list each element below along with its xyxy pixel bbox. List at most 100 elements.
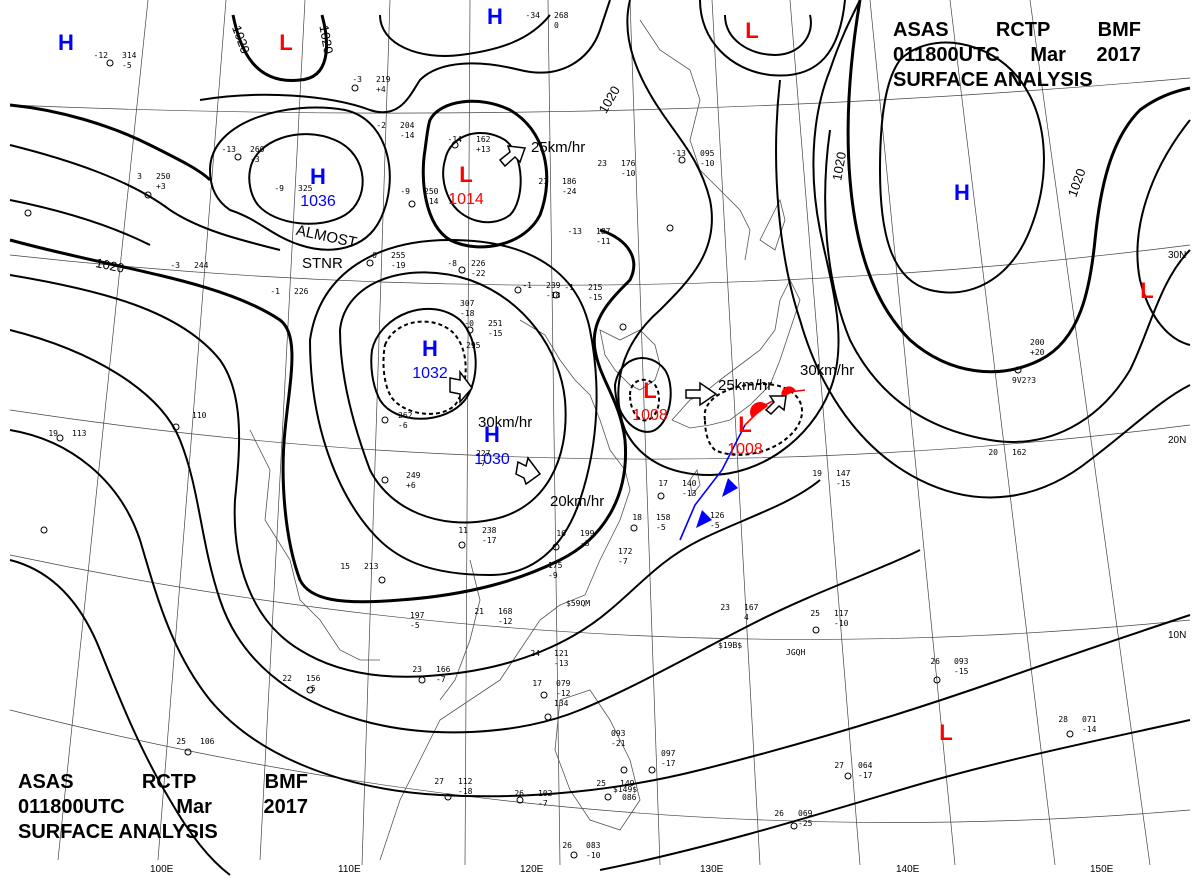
station-pressure: 226	[294, 287, 309, 296]
station-pressure: 204	[400, 121, 415, 130]
station-temperature: 17	[658, 479, 668, 488]
station-temperature: 25	[176, 737, 186, 746]
svg-text:STNR: STNR	[302, 255, 343, 272]
station-tendency: -21	[611, 739, 626, 748]
station-pressure: 186	[562, 177, 577, 186]
station-temperature: -13	[222, 145, 237, 154]
station-tendency: +13	[476, 145, 491, 154]
station-pressure: 167	[744, 603, 759, 612]
station-pressure: 064	[858, 761, 873, 770]
central-pressure-label: 1014	[448, 191, 484, 208]
chart-title: SURFACE ANALYSIS	[893, 69, 1093, 91]
station-pressure: 255	[391, 251, 406, 260]
station-temperature: -13	[672, 149, 687, 158]
station-pressure: 162	[476, 135, 491, 144]
station-tendency: +3	[156, 182, 166, 191]
station-tendency: -6	[398, 421, 408, 430]
motion-label: 25km/hr	[531, 139, 585, 156]
low-pressure-marker: L	[745, 18, 758, 43]
station-temperature: 19	[48, 429, 58, 438]
station-temperature: 26	[514, 789, 524, 798]
station-tendency: -12	[556, 689, 571, 698]
station-temperature: 20	[988, 448, 998, 457]
lat-label: 10N	[1168, 630, 1186, 641]
station-temperature: 23	[597, 159, 607, 168]
station-temperature: 21	[538, 177, 548, 186]
station-tendency: -3	[580, 539, 590, 548]
ship-id: JGQH	[786, 648, 805, 657]
cold-front	[679, 424, 746, 541]
high-pressure-marker: H	[310, 164, 326, 189]
high-pressure-marker: H	[954, 180, 970, 205]
lon-label: 140E	[896, 864, 920, 875]
station-temperature: 22	[282, 674, 292, 683]
station-pressure: 175	[548, 561, 563, 570]
station-tendency: +6	[406, 481, 416, 490]
station-temperature: -9	[400, 187, 410, 196]
station-tendency: -18	[460, 309, 475, 318]
station-temperature: 23	[412, 665, 422, 674]
station-pressure: 219	[376, 75, 391, 84]
station-temperature: -2	[376, 121, 386, 130]
station-pressure: 166	[436, 665, 451, 674]
station-temperature: 15	[340, 562, 350, 571]
header-row-2: 011800UTC Mar 2017	[18, 795, 308, 820]
coastlines	[249, 19, 801, 861]
station-temperature: -12	[94, 51, 109, 60]
low-pressure-marker: L	[643, 378, 656, 403]
ship-ids: $19B$ JGQH $59QM $149$ 9V2?3	[566, 376, 1036, 794]
station-tendency: -7	[436, 675, 446, 684]
motion-label: 20km/hr	[550, 493, 604, 510]
grid-labels: 30N 20N 10N 100E 110E 120E 130E 140E 150…	[150, 250, 1186, 875]
low-pressure-marker: L	[1140, 278, 1153, 303]
station-tendency: -24	[562, 187, 577, 196]
station-pressure: 215	[588, 283, 603, 292]
station-pressure: 250	[424, 187, 439, 196]
station-pressure: 268	[554, 11, 569, 20]
station-tendency: -7	[618, 557, 628, 566]
station-pressure: 106	[200, 737, 215, 746]
station-temperature: 21	[474, 607, 484, 616]
ship-id: $149$	[613, 785, 637, 794]
isobar-label: 1020	[829, 151, 849, 182]
station-tendency: -5	[122, 61, 132, 70]
station-pressure: 262	[398, 411, 413, 420]
station-tendency: -9	[548, 571, 558, 580]
station-pressure: 244	[194, 261, 209, 270]
station-tendency: 0	[554, 21, 559, 30]
lon-label: 110E	[338, 864, 361, 875]
header-row-2: 011800UTC Mar 2017	[893, 43, 1141, 68]
isobar-label: 1020	[94, 255, 125, 276]
station-tendency: -10	[586, 851, 601, 860]
station-tendency: +4	[376, 85, 386, 94]
header-row-1: ASAS RCTP BMF	[893, 18, 1141, 43]
pressure-systems: H L L H H 1036 L 1014 H 1032 H 1030 L 1008 L 1008 H L L	[58, 4, 1154, 745]
station-pressure: 226	[471, 259, 486, 268]
station-tendency: -10	[621, 169, 636, 178]
station-pressure: 172	[618, 547, 633, 556]
valid-time: 011800UTC	[893, 44, 1000, 66]
station-tendency: -15	[588, 293, 603, 302]
station-temperature: 26	[930, 657, 940, 666]
station-tendency: -10	[834, 619, 849, 628]
station-pressure: 071	[1082, 715, 1097, 724]
station-temperature: 23	[720, 603, 730, 612]
station-temperature: 18	[632, 513, 642, 522]
isobar-label: 1020	[316, 24, 336, 55]
movement-arrows	[449, 145, 787, 486]
station-pressure: 199	[580, 529, 595, 538]
station-pressure: 250	[156, 172, 171, 181]
central-pressure-label: 1036	[300, 193, 336, 210]
station-temperature: -9	[274, 184, 284, 193]
station-tendency: -15	[836, 479, 851, 488]
station-tendency: -5	[306, 684, 316, 693]
station-code: RCTP	[995, 19, 1051, 41]
chart-title: SURFACE ANALYSIS	[18, 821, 218, 843]
ship-id: 9V2?3	[1012, 376, 1036, 385]
low-pressure-marker: L	[738, 412, 751, 437]
valid-time: 011800UTC	[18, 796, 125, 818]
station-tendency: -22	[471, 269, 486, 278]
lon-label: 100E	[150, 864, 174, 875]
station-temperature: 26	[562, 841, 572, 850]
